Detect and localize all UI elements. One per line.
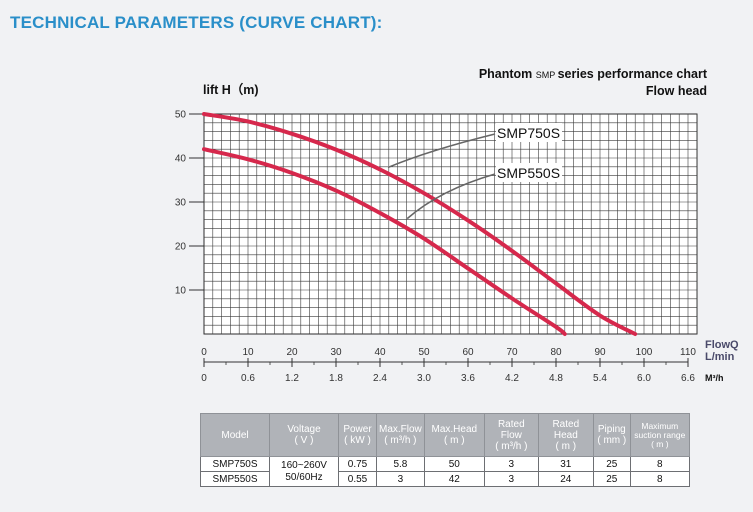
series-label-bg [496,163,562,182]
cell-max-flow: 3 [376,471,425,487]
y-tick-label: 10 [175,286,187,297]
cell-max-head: 42 [423,471,485,487]
x-tick-label: 30 [330,347,342,358]
header-max-head: Max.Head ( m ) [423,413,485,457]
cell-piping: 25 [592,471,631,487]
table-row: SMP550S 0.55 3 42 3 24 25 8 [200,471,690,487]
chart-grid [203,113,698,335]
y-tick-label: 30 [175,198,187,209]
header-model: Model [200,413,270,457]
x-tick-label: 60 [462,347,474,358]
x2-tick-label: 0.6 [241,373,255,384]
cell-rated-head: 24 [537,471,594,487]
x-tick-label: 80 [550,347,562,358]
page-title: TECHNICAL PARAMETERS (CURVE CHART): [10,13,383,32]
cell-piping: 25 [592,456,631,472]
chart-series: SMP750S SMP550S [202,112,638,336]
cell-rated-flow: 3 [483,471,539,487]
header-voltage: Voltage ( V ) [269,413,339,457]
series-line-smp550s [202,147,567,336]
x2-axis-label: M³/h [705,373,724,383]
x2-tick-label: 3.0 [417,373,431,384]
x2-tick-label: 0 [201,373,207,384]
x-tick-label: 50 [418,347,430,358]
specs-table: Model Voltage ( V ) Power ( kW ) Max.Flo… [200,413,690,487]
cell-voltage: 160~260V 50/60Hz [269,456,339,487]
series-line-smp750s [202,112,638,336]
x-tick-label: 40 [374,347,386,358]
x-tick-label: 10 [242,347,254,358]
cell-max-suction: 8 [629,456,690,472]
x-tick-label: 90 [594,347,606,358]
series-leader-smp550s [406,173,496,220]
table-header-row: Model Voltage ( V ) Power ( kW ) Max.Flo… [200,413,690,457]
chart-subtitle: Flow head [646,84,707,98]
cell-max-flow: 5.8 [376,456,425,472]
cell-power: 0.75 [338,456,377,472]
y-tick-label: 40 [175,154,187,165]
cell-max-head: 50 [423,456,485,472]
y-axis-label: lift H（m) [203,82,259,97]
header-piping: Piping ( mm ) [592,413,631,457]
header-rated-flow: Rated Flow ( m³/h ) [483,413,539,457]
x2-tick-label: 1.8 [329,373,343,384]
x-axis-unit: L/min [705,351,735,363]
x2-tick-label: 6.6 [681,373,695,384]
x-tick-label: 20 [286,347,298,358]
x2-tick-label: 4.8 [549,373,563,384]
cell-rated-head: 31 [537,456,594,472]
y-tick-label: 20 [175,242,187,253]
x-tick-label: 110 [680,347,696,358]
cell-max-suction: 8 [629,471,690,487]
header-max-flow: Max.Flow ( m³/h ) [376,413,425,457]
x-tick-label: 70 [506,347,518,358]
cell-model: SMP750S [200,456,270,472]
x-tick-label: 0 [201,347,207,358]
x-axis-label: FlowQ [705,339,739,351]
chart-text: Phantom SMP series performance chart Flow… [203,67,739,383]
cell-rated-flow: 3 [483,456,539,472]
header-rated-head: Rated Head ( m ) [537,413,594,457]
series-label-smp550s: SMP550S [497,165,560,181]
x2-tick-label: 4.2 [505,373,519,384]
x2-tick-label: 6.0 [637,373,651,384]
x2-tick-label: 5.4 [593,373,607,384]
series-label-smp750s: SMP750S [497,125,560,141]
y-tick-label: 50 [175,110,187,121]
header-max-suction: Maximum suction range ( m ) [629,413,690,457]
series-leader-smp750s [387,133,496,169]
table-row: SMP750S 160~260V 50/60Hz 0.75 5.8 50 3 3… [200,456,690,487]
x-tick-label: 100 [636,347,653,358]
series-label-bg [496,123,562,142]
chart-axes: 10 20 30 40 50 0 0 10 0.6 20 1.2 30 1.8 40 2.4 50 3.0 60 3… [175,110,697,385]
header-power: Power ( kW ) [338,413,377,457]
cell-power: 0.55 [338,471,377,487]
cell-model: SMP550S [200,471,270,487]
performance-chart: 10 20 30 40 50 0 0 10 0.6 20 1.2 30 1.8 40 2.4 50 3.0 60 3… [175,67,739,385]
x2-tick-label: 2.4 [373,373,387,384]
x2-tick-label: 1.2 [285,373,299,384]
chart-title: Phantom SMP series performance chart [479,67,708,81]
x2-tick-label: 3.6 [461,373,475,384]
